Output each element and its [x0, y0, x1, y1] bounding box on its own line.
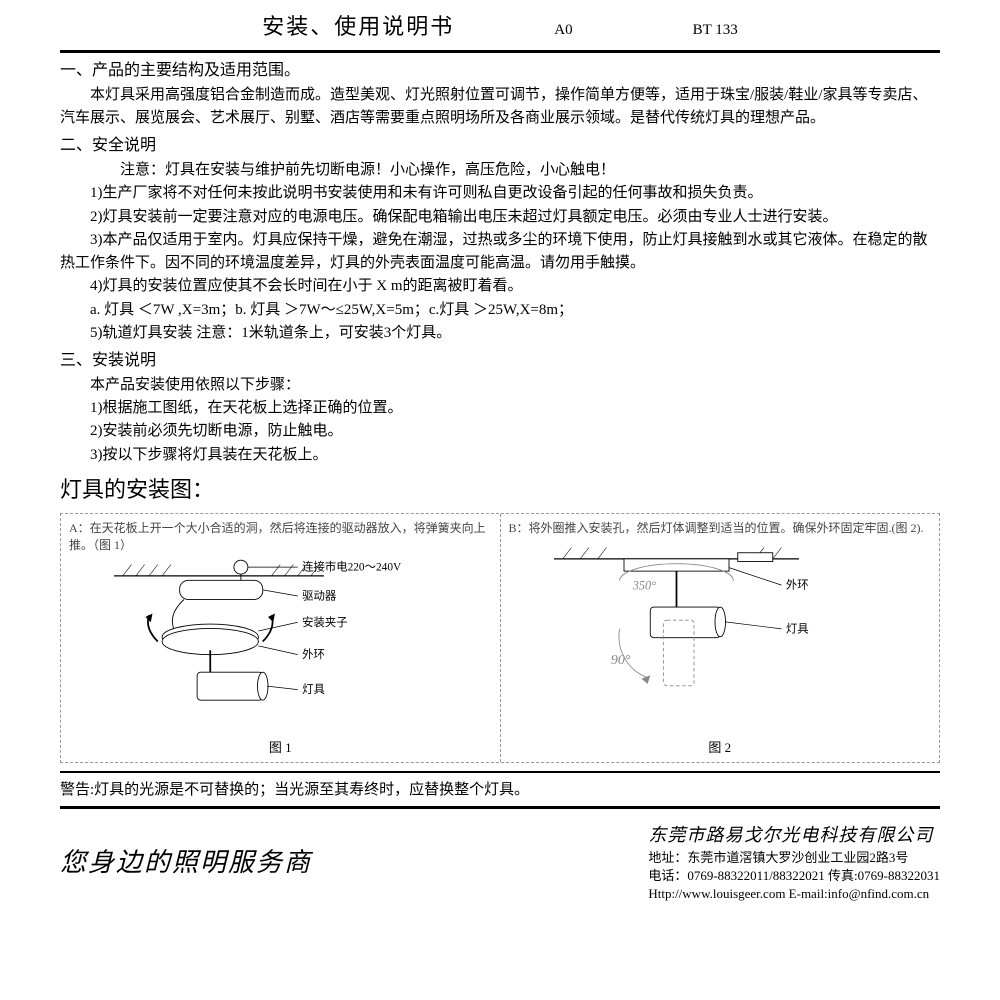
label-angle-90: 90° — [610, 653, 630, 668]
diagram-b: B：将外圈推入安装孔，然后灯体调整到适当的位置。确保外环固定牢固.(图 2). … — [501, 514, 940, 762]
section-3-title: 三、安装说明 — [60, 349, 940, 374]
diagram-container: A：在天花板上开一个大小合适的洞，然后将连接的驱动器放入，将弹簧夹向上推。（图 … — [60, 513, 940, 763]
label-ring: 外环 — [302, 648, 325, 661]
label-lamp-b: 灯具 — [785, 622, 808, 635]
diagram-b-svg: 350° 90° 外环 灯具 — [509, 537, 932, 712]
section-3-intro: 本产品安装使用依照以下步骤： — [60, 374, 940, 397]
warning-rule-bottom — [60, 806, 940, 809]
header-rule — [60, 50, 940, 53]
section-2-item-1: 1)生产厂家将不对任何未按此说明书安装使用和未有许可则私自更改设备引起的任何事故… — [60, 182, 940, 205]
section-2-item-5: 5)轨道灯具安装 注意：1米轨道条上，可安装3个灯具。 — [60, 322, 940, 345]
section-3-item-3: 3)按以下步骤将灯具装在天花板上。 — [60, 444, 940, 467]
doc-code: BT 133 — [693, 19, 738, 42]
label-ring-b: 外环 — [785, 579, 808, 592]
diagram-b-caption: B：将外圈推入安装孔，然后灯体调整到适当的位置。确保外环固定牢固.(图 2). — [509, 520, 932, 537]
label-lamp: 灯具 — [302, 683, 325, 696]
company-web: Http://www.louisgeer.com E-mail:info@nfi… — [648, 885, 940, 903]
diagram-a: A：在天花板上开一个大小合适的洞，然后将连接的驱动器放入，将弹簧夹向上推。（图 … — [61, 514, 501, 762]
section-2-item-4: 4)灯具的安装位置应使其不会长时间在小于 X m的距离被盯着看。 — [60, 275, 940, 298]
label-power: 连接市电220～240V — [302, 559, 402, 573]
doc-revision: A0 — [554, 19, 572, 42]
section-2-item-4a: a. 灯具 ＜7W ,X=3m；b. 灯具 ＞7W～≤25W,X=5m；c.灯具… — [60, 299, 940, 322]
label-driver: 驱动器 — [302, 589, 337, 602]
warning-rule-top — [60, 771, 940, 773]
doc-header: 安装、使用说明书 A0 BT 133 — [60, 10, 940, 48]
section-2-item-3: 3)本产品仅适用于室内。灯具应保持干燥，避免在潮湿，过热或多尘的环境下使用，防止… — [60, 229, 940, 276]
section-2-warning: 注意：灯具在安装与维护前先切断电源！小心操作，高压危险，小心触电！ — [60, 159, 940, 182]
install-diagram-title: 灯具的安装图： — [60, 473, 940, 507]
footer-slogan: 您身边的照明服务商 — [60, 843, 312, 883]
company-address: 地址：东莞市道滘镇大罗沙创业工业园2路3号 — [648, 849, 940, 867]
doc-title: 安装、使用说明书 — [262, 10, 454, 44]
label-angle-350: 350° — [631, 578, 655, 592]
section-1-body: 本灯具采用高强度铝合金制造而成。造型美观、灯光照射位置可调节，操作简单方便等，适… — [60, 84, 940, 131]
section-1-title: 一、产品的主要结构及适用范围。 — [60, 59, 940, 84]
section-2-item-2: 2)灯具安装前一定要注意对应的电源电压。确保配电箱输出电压未超过灯具额定电压。必… — [60, 206, 940, 229]
label-clip: 安装夹子 — [302, 614, 347, 628]
section-3-item-1: 1)根据施工图纸，在天花板上选择正确的位置。 — [60, 397, 940, 420]
section-2-title: 二、安全说明 — [60, 134, 940, 159]
company-block: 东莞市路易戈尔光电科技有限公司 地址：东莞市道滘镇大罗沙创业工业园2路3号 电话… — [648, 823, 940, 903]
diagram-b-figlabel: 图 2 — [708, 738, 731, 758]
diagram-a-caption: A：在天花板上开一个大小合适的洞，然后将连接的驱动器放入，将弹簧夹向上推。（图 … — [69, 520, 492, 554]
company-contact: 电话：0769-88322011/88322021 传真:0769-883220… — [648, 867, 940, 885]
diagram-a-figlabel: 图 1 — [269, 738, 292, 758]
doc-footer: 您身边的照明服务商 东莞市路易戈尔光电科技有限公司 地址：东莞市道滘镇大罗沙创业… — [60, 815, 940, 903]
diagram-a-svg: 连接市电220～240V 驱动器 安装夹子 外环 灯具 — [69, 554, 492, 729]
section-3-item-2: 2)安装前必须先切断电源，防止触电。 — [60, 420, 940, 443]
company-name: 东莞市路易戈尔光电科技有限公司 — [648, 823, 940, 848]
warning-text: 警告:灯具的光源是不可替换的；当光源至其寿终时，应替换整个灯具。 — [60, 777, 940, 804]
